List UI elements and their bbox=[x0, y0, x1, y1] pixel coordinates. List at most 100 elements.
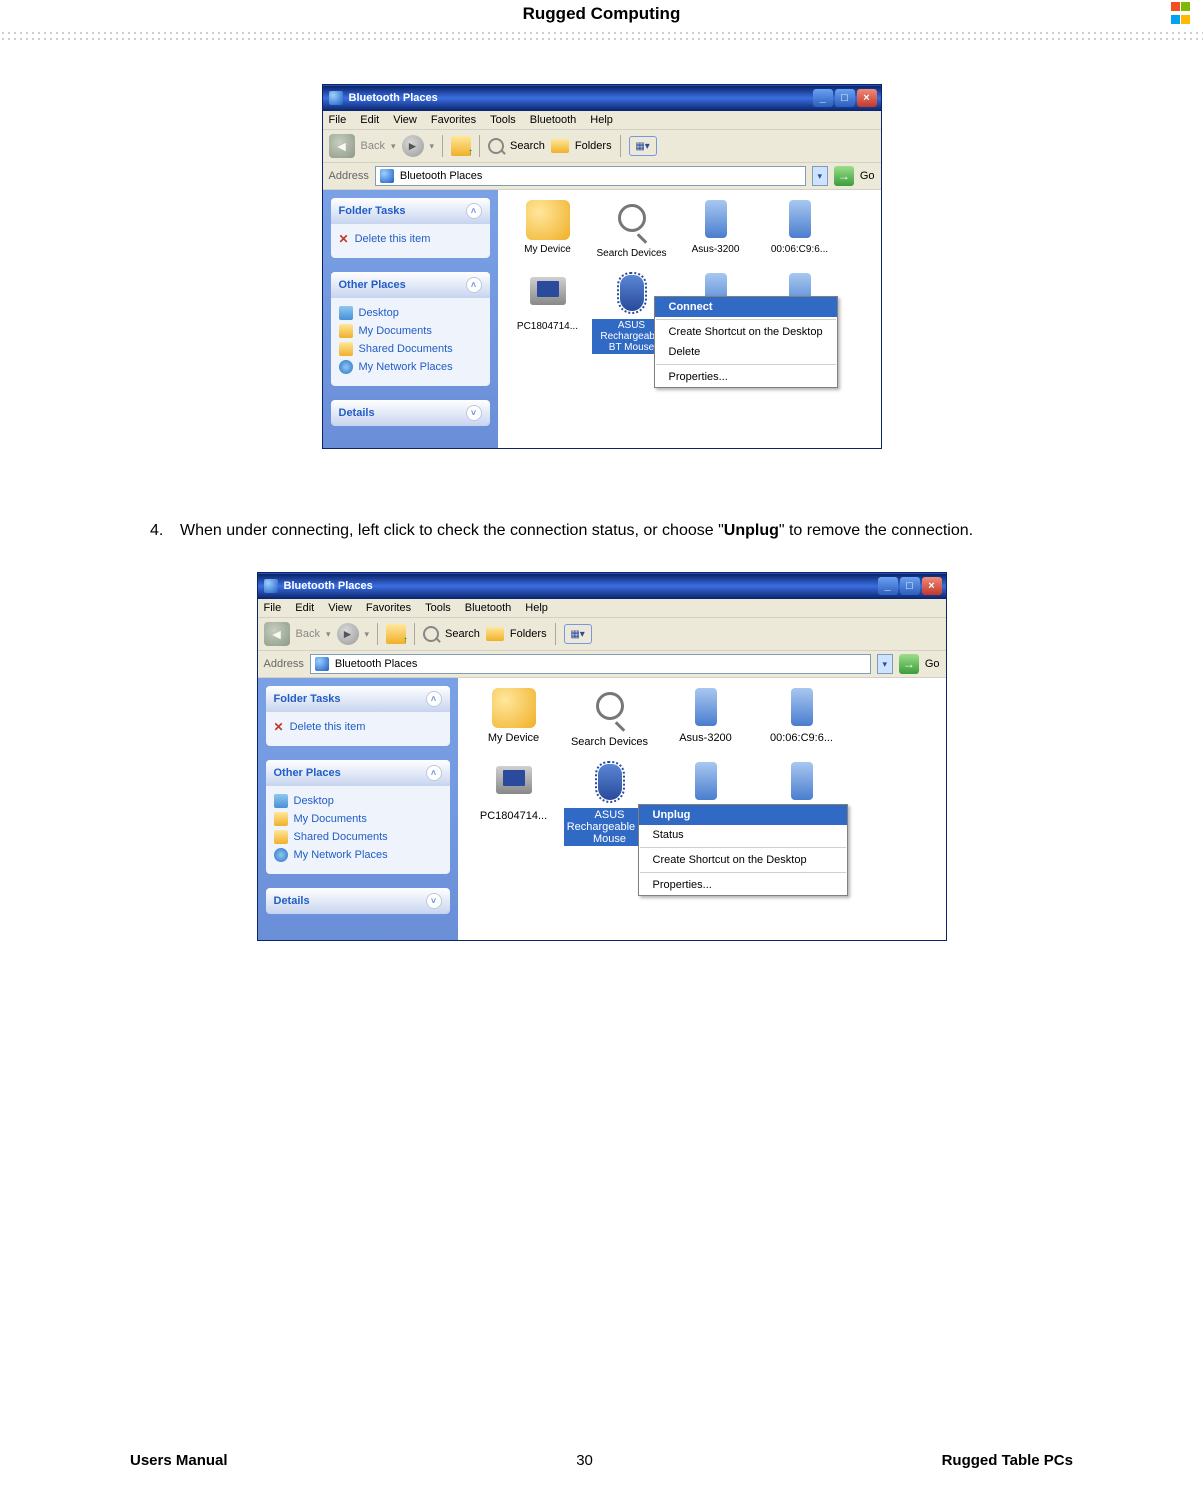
up-folder-button[interactable] bbox=[386, 624, 406, 644]
shared-link[interactable]: Shared Documents bbox=[274, 828, 442, 846]
menu-bluetooth[interactable]: Bluetooth bbox=[530, 114, 576, 126]
maximize-button[interactable]: □ bbox=[835, 89, 855, 107]
device-phone-2[interactable]: 00:06:C9:6... bbox=[756, 688, 848, 748]
device-pc[interactable]: PC1804714... bbox=[468, 762, 560, 846]
menu-tools[interactable]: Tools bbox=[425, 602, 451, 614]
close-button[interactable]: × bbox=[857, 89, 877, 107]
addressbar: Address Bluetooth Places ▾ → Go bbox=[258, 651, 946, 678]
desktop-link[interactable]: Desktop bbox=[339, 304, 482, 322]
collapse-icon[interactable]: ˄ bbox=[466, 203, 482, 219]
mouse-icon bbox=[610, 275, 654, 315]
back-button[interactable]: ◄ bbox=[329, 134, 355, 158]
phone-icon bbox=[684, 762, 728, 802]
search-icon[interactable] bbox=[423, 626, 439, 642]
desktop-icon bbox=[274, 794, 288, 808]
device-phone-2[interactable]: 00:06:C9:6... bbox=[760, 200, 840, 259]
menubar: File Edit View Favorites Tools Bluetooth… bbox=[258, 599, 946, 618]
close-button[interactable]: × bbox=[922, 577, 942, 595]
address-dropdown[interactable]: ▾ bbox=[877, 654, 893, 674]
up-folder-button[interactable] bbox=[451, 136, 471, 156]
search-label: Search bbox=[510, 140, 545, 152]
go-button[interactable]: → bbox=[899, 654, 919, 674]
windows-logo-icon bbox=[1171, 2, 1197, 22]
device-search[interactable]: Search Devices bbox=[564, 688, 656, 748]
collapse-icon[interactable]: ˄ bbox=[426, 691, 442, 707]
context-unplug[interactable]: Unplug bbox=[639, 805, 847, 825]
address-field[interactable]: Bluetooth Places bbox=[375, 166, 806, 186]
collapse-icon[interactable]: ˄ bbox=[466, 277, 482, 293]
address-label: Address bbox=[264, 658, 304, 670]
menu-tools[interactable]: Tools bbox=[490, 114, 516, 126]
back-button[interactable]: ◄ bbox=[264, 622, 290, 646]
menu-edit[interactable]: Edit bbox=[360, 114, 379, 126]
device-phone-1[interactable]: Asus-3200 bbox=[660, 688, 752, 748]
context-menu: Connect Create Shortcut on the Desktop D… bbox=[654, 296, 838, 388]
menu-view[interactable]: View bbox=[328, 602, 352, 614]
mydocs-link[interactable]: My Documents bbox=[339, 322, 482, 340]
mydocs-link[interactable]: My Documents bbox=[274, 810, 442, 828]
page-header: Rugged Computing bbox=[0, 0, 1203, 24]
netplaces-link[interactable]: My Network Places bbox=[274, 846, 442, 864]
views-button[interactable]: ▦▾ bbox=[629, 136, 657, 156]
forward-button[interactable]: ► bbox=[402, 135, 424, 157]
collapse-icon[interactable]: ˄ bbox=[426, 765, 442, 781]
side-panel: Folder Tasks˄ ✕Delete this item Other Pl… bbox=[258, 678, 458, 940]
context-connect[interactable]: Connect bbox=[655, 297, 837, 317]
device-phone-1[interactable]: Asus-3200 bbox=[676, 200, 756, 259]
folders-icon[interactable] bbox=[551, 139, 569, 153]
views-button[interactable]: ▦▾ bbox=[564, 624, 592, 644]
context-shortcut[interactable]: Create Shortcut on the Desktop bbox=[639, 850, 847, 870]
footer-right: Rugged Table PCs bbox=[942, 1452, 1073, 1469]
menu-view[interactable]: View bbox=[393, 114, 417, 126]
search-icon[interactable] bbox=[488, 138, 504, 154]
menu-help[interactable]: Help bbox=[525, 602, 548, 614]
menu-file[interactable]: File bbox=[329, 114, 347, 126]
go-button[interactable]: → bbox=[834, 166, 854, 186]
context-shortcut[interactable]: Create Shortcut on the Desktop bbox=[655, 322, 837, 342]
shared-link[interactable]: Shared Documents bbox=[339, 340, 482, 358]
mydocs-icon bbox=[274, 812, 288, 826]
expand-icon[interactable]: ˅ bbox=[466, 405, 482, 421]
other-places-group: Other Places ˄ Desktop My Documents Share… bbox=[331, 272, 490, 386]
context-status[interactable]: Status bbox=[639, 825, 847, 845]
menu-favorites[interactable]: Favorites bbox=[431, 114, 476, 126]
back-label: Back bbox=[361, 140, 385, 152]
other-places-header: Other Places bbox=[339, 279, 406, 291]
menu-help[interactable]: Help bbox=[590, 114, 613, 126]
netplaces-icon bbox=[274, 848, 288, 862]
delete-item-link[interactable]: ✕Delete this item bbox=[339, 230, 482, 248]
forward-button[interactable]: ► bbox=[337, 623, 359, 645]
titlebar[interactable]: Bluetooth Places _ □ × bbox=[323, 85, 881, 111]
expand-icon[interactable]: ˅ bbox=[426, 893, 442, 909]
bluetooth-small-icon bbox=[380, 169, 394, 183]
context-properties[interactable]: Properties... bbox=[639, 875, 847, 895]
mouse-icon bbox=[588, 764, 632, 804]
go-label: Go bbox=[860, 170, 875, 182]
netplaces-link[interactable]: My Network Places bbox=[339, 358, 482, 376]
device-pc[interactable]: PC1804714... bbox=[508, 273, 588, 354]
maximize-button[interactable]: □ bbox=[900, 577, 920, 595]
menu-favorites[interactable]: Favorites bbox=[366, 602, 411, 614]
desktop-icon bbox=[339, 306, 353, 320]
folder-tasks-header: Folder Tasks bbox=[274, 693, 341, 705]
device-mydevice[interactable]: My Device bbox=[468, 688, 560, 748]
titlebar[interactable]: Bluetooth Places _ □ × bbox=[258, 573, 946, 599]
menubar: File Edit View Favorites Tools Bluetooth… bbox=[323, 111, 881, 130]
folder-tasks-header: Folder Tasks bbox=[339, 205, 406, 217]
device-search[interactable]: Search Devices bbox=[592, 200, 672, 259]
minimize-button[interactable]: _ bbox=[878, 577, 898, 595]
screenshot-1-window: Bluetooth Places _ □ × File Edit View Fa… bbox=[322, 84, 882, 449]
minimize-button[interactable]: _ bbox=[813, 89, 833, 107]
desktop-link[interactable]: Desktop bbox=[274, 792, 442, 810]
folders-icon[interactable] bbox=[486, 627, 504, 641]
context-properties[interactable]: Properties... bbox=[655, 367, 837, 387]
address-dropdown[interactable]: ▾ bbox=[812, 166, 828, 186]
menu-file[interactable]: File bbox=[264, 602, 282, 614]
delete-item-link[interactable]: ✕Delete this item bbox=[274, 718, 442, 736]
device-mydevice[interactable]: My Device bbox=[508, 200, 588, 259]
menu-edit[interactable]: Edit bbox=[295, 602, 314, 614]
delete-x-icon: ✕ bbox=[274, 720, 284, 734]
menu-bluetooth[interactable]: Bluetooth bbox=[465, 602, 511, 614]
address-field[interactable]: Bluetooth Places bbox=[310, 654, 871, 674]
context-delete[interactable]: Delete bbox=[655, 342, 837, 362]
